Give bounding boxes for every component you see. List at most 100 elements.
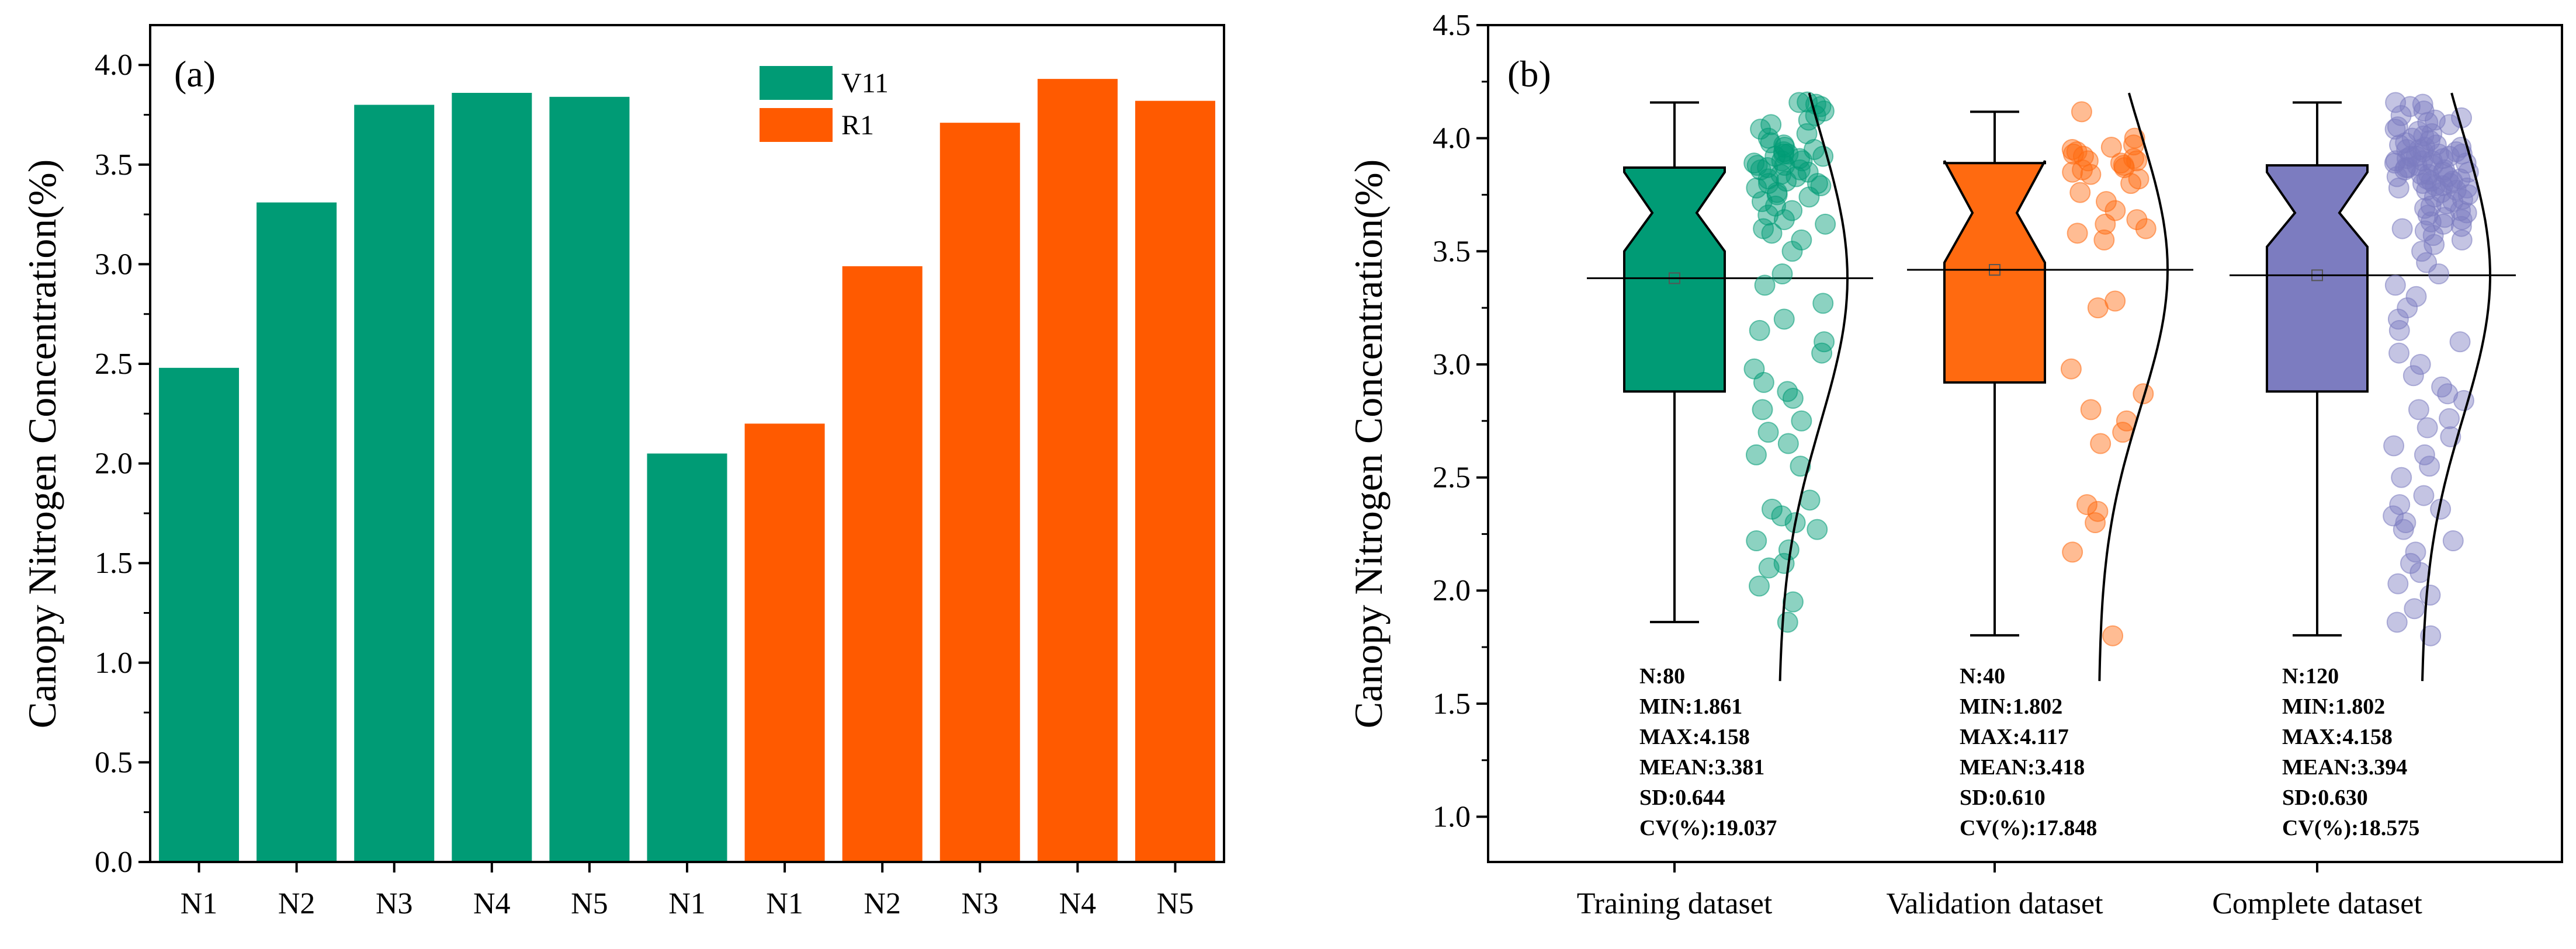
data-point — [2420, 625, 2442, 646]
data-point — [2388, 319, 2410, 341]
y-tick-label: 2.0 — [95, 447, 133, 481]
data-point — [1815, 213, 1836, 235]
y-tick-label: 1.0 — [1433, 801, 1471, 834]
y-tick-label: 3.0 — [95, 248, 133, 281]
data-point — [1761, 498, 1783, 520]
data-point — [2135, 218, 2157, 239]
data-point — [1749, 319, 1770, 341]
x-tick-label: Training dataset — [1577, 887, 1773, 920]
stat-label: MAX:4.117 — [1960, 725, 2069, 749]
data-point — [1814, 331, 1835, 353]
y-tick-label: 0.0 — [95, 846, 133, 879]
x-tick-label: N2 — [278, 887, 316, 920]
data-point — [2404, 598, 2425, 620]
stat-label: CV(%):17.848 — [1960, 816, 2097, 840]
data-point — [2408, 399, 2429, 420]
data-point — [1777, 433, 1799, 454]
x-tick-label: Validation dataset — [1886, 887, 2103, 920]
data-point — [1777, 381, 1798, 402]
data-point — [2388, 342, 2410, 364]
bar — [354, 105, 435, 862]
panel-b-box-chart: N:80 MIN:1.861 MAX:4.158 MEAN:3.381 SD:0.644… — [1346, 9, 2563, 920]
data-point — [1781, 241, 1803, 262]
data-point — [2386, 611, 2408, 633]
stat-label: MIN:1.802 — [2282, 694, 2385, 719]
data-point — [2100, 137, 2122, 158]
y-tick-label: 4.0 — [1433, 122, 1471, 155]
y-tick-label: 3.5 — [95, 148, 133, 182]
data-point — [1764, 195, 1786, 217]
data-point — [1782, 591, 1804, 613]
x-tick-label: N4 — [1059, 887, 1097, 920]
bar — [549, 96, 630, 862]
bar — [256, 202, 337, 862]
data-point — [1753, 218, 1774, 239]
data-point — [2421, 123, 2443, 144]
data-point — [1788, 92, 1810, 113]
data-point — [2419, 584, 2441, 606]
x-tick-label: N5 — [571, 887, 608, 920]
data-point — [2090, 433, 2112, 454]
data-point — [1760, 114, 1782, 135]
data-point — [2412, 93, 2433, 115]
data-point — [2431, 376, 2453, 398]
legend-swatch — [760, 108, 833, 142]
stat-label: MEAN:3.418 — [1960, 755, 2085, 780]
data-point — [2105, 290, 2126, 312]
y-axis-ticks: 1.0 1.5 2.0 2.5 3.0 3.5 4.0 4.5 — [1433, 9, 1488, 834]
notched-box — [1623, 166, 1726, 393]
bar — [939, 123, 1020, 862]
bar — [647, 453, 727, 862]
y-tick-label: 4.5 — [1433, 9, 1471, 42]
x-tick-label: N3 — [376, 887, 413, 920]
data-point — [2397, 297, 2418, 319]
x-tick-label: N1 — [766, 887, 803, 920]
data-point — [2102, 625, 2124, 646]
data-point — [2391, 467, 2412, 488]
stat-label: MAX:4.158 — [2282, 725, 2393, 749]
data-point — [2383, 435, 2405, 457]
y-axis-label: Canopy Nitrogen Concentration(%) — [20, 159, 64, 728]
data-point — [1790, 456, 1811, 477]
bar — [1135, 100, 1215, 863]
data-point — [1812, 293, 1834, 314]
plot-frame — [1487, 24, 2563, 863]
x-tick-label: N3 — [961, 887, 998, 920]
data-point — [2126, 150, 2148, 172]
data-point — [1771, 263, 1793, 285]
panel-label: (a) — [174, 53, 216, 95]
data-point — [2124, 127, 2145, 149]
stat-label: N:120 — [2282, 664, 2339, 689]
y-tick-label: 2.5 — [95, 347, 133, 381]
data-point — [1746, 177, 1767, 199]
data-point — [2405, 541, 2426, 563]
data-point — [2433, 159, 2455, 180]
y-tick-label: 1.5 — [95, 547, 133, 580]
y-tick-label: 2.5 — [1433, 461, 1471, 495]
data-point — [1782, 388, 1804, 409]
legend-swatch — [760, 66, 833, 100]
data-point — [1791, 229, 1812, 251]
data-point — [2133, 383, 2154, 405]
bar — [1037, 79, 1118, 862]
box-group: N:120 MIN:1.802 MAX:4.158 MEAN:3.394 SD:0.63… — [2230, 92, 2516, 840]
bar — [744, 423, 825, 862]
data-point — [1777, 611, 1798, 633]
data-point — [2383, 505, 2404, 527]
bar — [842, 266, 923, 863]
y-axis-label: Canopy Nitrogen Concentration(%) — [1346, 159, 1391, 728]
data-point — [1774, 137, 1795, 158]
data-point — [1750, 119, 1771, 140]
data-point — [1757, 127, 1779, 149]
data-point — [2411, 241, 2433, 262]
data-point — [1781, 200, 1803, 221]
data-point — [2449, 331, 2471, 353]
data-point — [2060, 358, 2082, 380]
data-point — [2416, 252, 2438, 273]
data-point — [2113, 155, 2134, 176]
stat-label: MEAN:3.394 — [2282, 755, 2407, 780]
data-point — [1791, 410, 1812, 432]
data-point — [2061, 139, 2083, 161]
data-point — [1746, 155, 1768, 176]
